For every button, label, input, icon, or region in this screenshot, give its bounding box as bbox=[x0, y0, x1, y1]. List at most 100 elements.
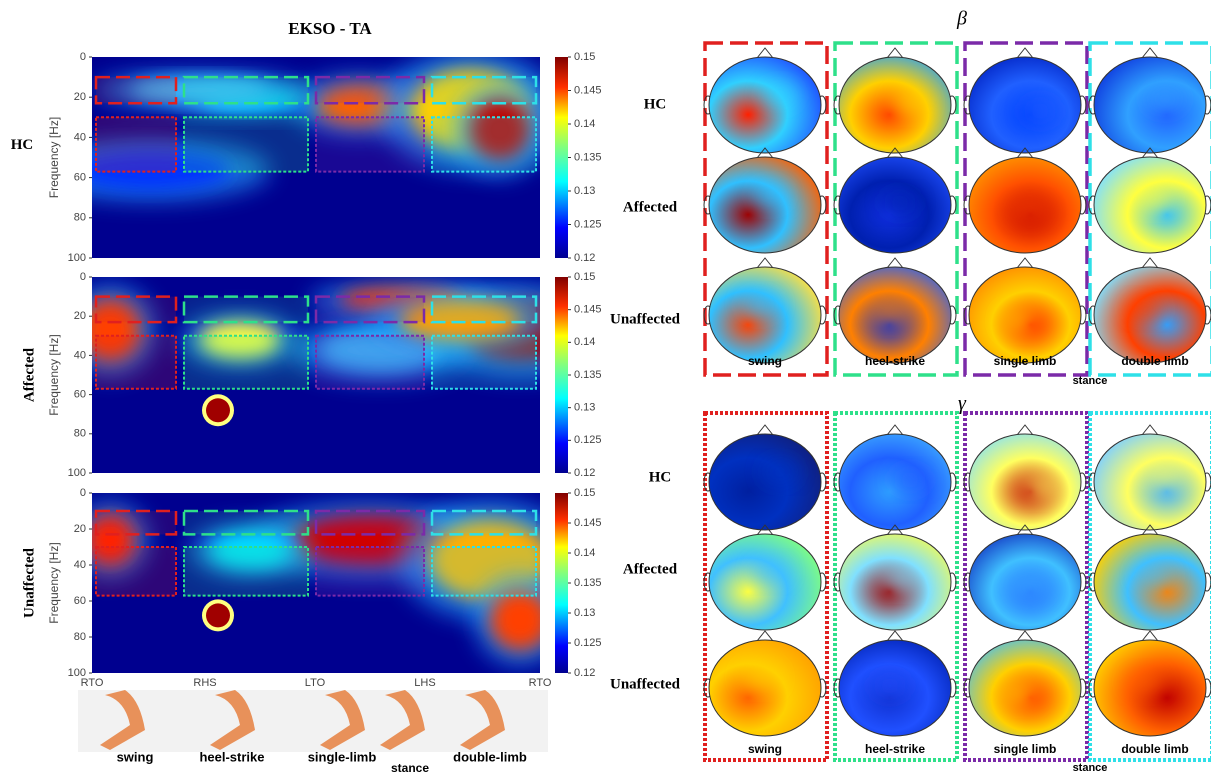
phase-label: heel-strike bbox=[865, 354, 925, 368]
y-tick-label: 40 bbox=[74, 559, 86, 571]
colorbar-tick-label: 0.12 bbox=[574, 667, 595, 679]
colorbar-tick-label: 0.13 bbox=[574, 607, 595, 619]
y-tick-label: 80 bbox=[74, 212, 86, 224]
colorbar-tick-label: 0.125 bbox=[574, 637, 602, 649]
phase-label: swing bbox=[117, 749, 154, 764]
phase-box-beta bbox=[432, 297, 536, 322]
topoplot bbox=[709, 57, 821, 153]
topo-spot bbox=[872, 301, 908, 325]
y-axis-label: Frequency [Hz] bbox=[47, 334, 61, 415]
phase-box-beta bbox=[184, 77, 308, 103]
colorbar-tick-label: 0.14 bbox=[574, 336, 595, 348]
topo-spot bbox=[1022, 99, 1058, 123]
topo-spot bbox=[762, 460, 798, 484]
phase-box-gamma bbox=[184, 117, 308, 171]
y-tick-label: 0 bbox=[80, 271, 86, 283]
row-label: Unaffected bbox=[610, 676, 681, 692]
phase-box-gamma bbox=[96, 117, 176, 171]
colorbar bbox=[555, 277, 568, 473]
phase-box-gamma bbox=[184, 547, 308, 596]
artifact bbox=[206, 398, 230, 422]
phase-box-beta bbox=[432, 77, 536, 103]
topo-spot bbox=[882, 191, 918, 215]
topo-spot bbox=[872, 674, 908, 698]
row-label: HC bbox=[11, 137, 34, 153]
topo-spot bbox=[742, 666, 778, 690]
topo-spot bbox=[1002, 309, 1038, 333]
colorbar-tick-label: 0.135 bbox=[574, 151, 602, 163]
colorbar-tick-label: 0.145 bbox=[574, 304, 602, 316]
figure: EKSO - TA 0 20 40 60 80 100 Frequency [Hz] HC 0.1… bbox=[0, 0, 1211, 775]
activity-blob bbox=[490, 590, 550, 650]
y-tick-label: 0 bbox=[80, 487, 86, 499]
row-label: Unaffected bbox=[21, 547, 37, 618]
colorbar-tick-label: 0.145 bbox=[574, 517, 602, 529]
colorbar bbox=[555, 57, 568, 258]
y-axis-label: Frequency [Hz] bbox=[47, 117, 61, 198]
event-label: RTO bbox=[81, 677, 104, 689]
colorbar-tick-label: 0.145 bbox=[574, 84, 602, 96]
colorbar-tick-label: 0.14 bbox=[574, 118, 595, 130]
y-tick-label: 60 bbox=[74, 172, 86, 184]
phase-box-beta bbox=[184, 297, 308, 322]
phase-label: single limb bbox=[994, 742, 1057, 756]
y-tick-label: 80 bbox=[74, 428, 86, 440]
phase-box-beta bbox=[96, 511, 176, 534]
colorbar-tick-label: 0.125 bbox=[574, 218, 602, 230]
topo-spot bbox=[892, 91, 928, 115]
row-label: Affected bbox=[623, 561, 678, 577]
title: EKSO - TA bbox=[288, 19, 372, 38]
row-label: Affected bbox=[21, 347, 37, 402]
row-label: Unaffected bbox=[610, 311, 681, 327]
colorbar-tick-label: 0.14 bbox=[574, 547, 595, 559]
row-label: HC bbox=[644, 96, 667, 112]
phase-box-gamma bbox=[432, 336, 536, 389]
event-label: RTO bbox=[529, 677, 552, 689]
y-tick-label: 20 bbox=[74, 523, 86, 535]
y-axis-label: Frequency [Hz] bbox=[47, 542, 61, 623]
topoplot bbox=[709, 434, 821, 530]
colorbar-tick-label: 0.13 bbox=[574, 402, 595, 414]
phase-box-beta bbox=[184, 511, 308, 534]
phase-box-gamma bbox=[316, 117, 424, 171]
topo-spot bbox=[1022, 476, 1058, 500]
topo-spot bbox=[1137, 187, 1173, 211]
topo-spot bbox=[752, 560, 788, 584]
event-label: LTO bbox=[305, 677, 326, 689]
topo-spot bbox=[742, 293, 778, 317]
event-label: RHS bbox=[193, 677, 216, 689]
row-label: Affected bbox=[623, 199, 678, 215]
colorbar bbox=[555, 493, 568, 673]
event-label: LHS bbox=[414, 677, 435, 689]
topo-spot bbox=[1002, 682, 1038, 706]
phase-box-beta bbox=[96, 297, 176, 322]
phase-box-gamma bbox=[184, 336, 308, 389]
y-tick-label: 80 bbox=[74, 631, 86, 643]
topo-spot bbox=[1137, 564, 1173, 588]
phase-box-beta bbox=[316, 77, 424, 103]
phase-box-beta bbox=[432, 511, 536, 534]
topo-spot bbox=[1127, 670, 1163, 694]
topo-spot bbox=[762, 83, 798, 107]
phase-label: single-limb bbox=[308, 749, 377, 764]
phase-box-gamma bbox=[432, 117, 536, 171]
y-tick-label: 20 bbox=[74, 91, 86, 103]
phase-box-gamma bbox=[96, 547, 176, 596]
colorbar-tick-label: 0.15 bbox=[574, 51, 595, 63]
row-label: HC bbox=[649, 469, 672, 485]
colorbar-tick-label: 0.13 bbox=[574, 185, 595, 197]
phase-label: heel-strike bbox=[199, 749, 264, 764]
phase-group-label: stance bbox=[1073, 762, 1108, 774]
colorbar-tick-label: 0.125 bbox=[574, 434, 602, 446]
phase-label: double-limb bbox=[453, 749, 527, 764]
colorbar-tick-label: 0.135 bbox=[574, 369, 602, 381]
colorbar-tick-label: 0.12 bbox=[574, 252, 595, 264]
colorbar-tick-label: 0.135 bbox=[574, 577, 602, 589]
topo-spot bbox=[1012, 576, 1048, 600]
phase-box-gamma bbox=[96, 336, 176, 389]
phase-label: single limb bbox=[994, 354, 1057, 368]
artifact bbox=[206, 603, 230, 627]
phase-label: double limb bbox=[1121, 354, 1188, 368]
y-tick-label: 100 bbox=[68, 252, 86, 264]
y-tick-label: 0 bbox=[80, 51, 86, 63]
